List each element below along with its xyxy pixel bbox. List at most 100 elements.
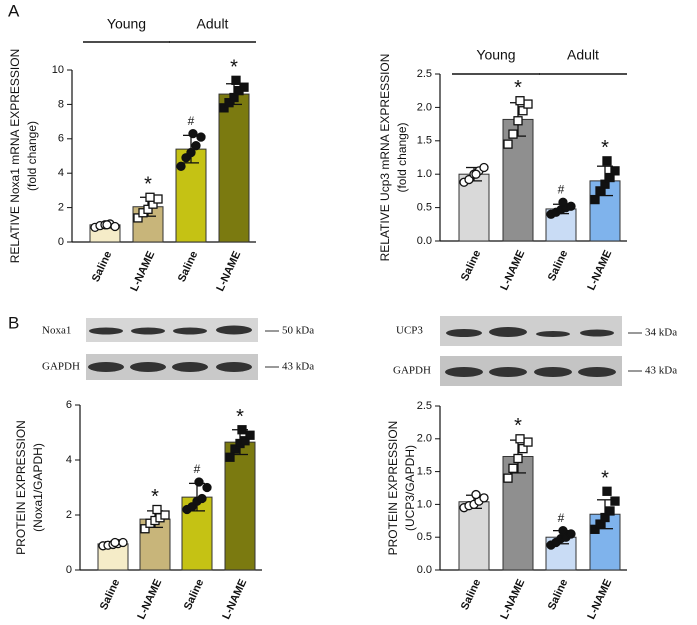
data-point bbox=[479, 493, 489, 503]
x-tick-label: L-NAME bbox=[214, 249, 243, 293]
data-point bbox=[515, 96, 525, 106]
y-tick-label: 1.0 bbox=[417, 168, 432, 180]
data-point bbox=[508, 129, 518, 139]
y-axis-label: RELATIVE Ucp3 mRNA EXPRESSION bbox=[378, 54, 392, 262]
data-point bbox=[225, 452, 235, 462]
y-tick-label: 2.0 bbox=[417, 101, 432, 113]
y-tick-label: 0.0 bbox=[417, 564, 432, 576]
data-point bbox=[118, 537, 128, 548]
y-tick-label: 1.0 bbox=[417, 498, 432, 510]
bar bbox=[458, 501, 490, 571]
significance-label: * bbox=[601, 468, 609, 490]
data-point bbox=[231, 75, 241, 85]
data-point bbox=[110, 537, 120, 548]
data-point bbox=[194, 477, 204, 487]
data-point bbox=[605, 506, 615, 516]
y-tick-label: 2.5 bbox=[417, 400, 432, 412]
data-point bbox=[152, 504, 162, 515]
data-point bbox=[186, 147, 196, 158]
data-point bbox=[479, 162, 489, 173]
data-point bbox=[558, 525, 568, 536]
data-point bbox=[513, 453, 523, 464]
data-point bbox=[600, 512, 610, 523]
y-tick-label: 0.0 bbox=[417, 235, 432, 247]
significance-label: # bbox=[558, 511, 565, 525]
x-tick-label: L-NAME bbox=[498, 248, 527, 292]
significance-label: * bbox=[236, 406, 244, 428]
data-point bbox=[102, 220, 112, 230]
y-axis-label: PROTEIN EXPRESSION bbox=[14, 420, 28, 555]
significance-label: # bbox=[188, 114, 195, 128]
data-point bbox=[239, 82, 249, 92]
data-point bbox=[202, 482, 212, 493]
y-tick-label: 0.5 bbox=[417, 202, 432, 214]
x-tick-label: L-NAME bbox=[128, 249, 157, 293]
blot-size: 43 kDa bbox=[282, 361, 314, 373]
data-point bbox=[160, 510, 170, 520]
data-point bbox=[196, 132, 206, 142]
blot-size: 50 kDa bbox=[282, 325, 314, 337]
y-tick-label: 2 bbox=[66, 509, 72, 521]
y-axis-label: (fold change) bbox=[25, 121, 39, 191]
significance-label: * bbox=[230, 57, 238, 79]
significance-label: # bbox=[558, 182, 565, 196]
y-tick-label: 6 bbox=[66, 399, 72, 411]
y-tick-label: 2.5 bbox=[417, 68, 432, 80]
data-point bbox=[153, 194, 163, 204]
x-tick-label: Saline bbox=[459, 248, 484, 282]
significance-label: * bbox=[514, 77, 522, 99]
blot-label: GAPDH bbox=[42, 361, 80, 373]
x-tick-label: Saline bbox=[90, 249, 115, 283]
group-label: Young bbox=[476, 47, 515, 63]
y-tick-label: 8 bbox=[58, 98, 64, 110]
data-point bbox=[140, 524, 150, 534]
data-point bbox=[590, 524, 600, 534]
x-tick-label: L-NAME bbox=[135, 577, 164, 621]
data-point bbox=[590, 194, 600, 205]
group-label: Adult bbox=[197, 16, 229, 32]
x-tick-label: L-NAME bbox=[498, 577, 527, 621]
data-point bbox=[229, 92, 239, 103]
data-point bbox=[471, 169, 481, 179]
data-point bbox=[237, 425, 247, 435]
y-tick-label: 2.0 bbox=[417, 433, 432, 445]
significance-label: * bbox=[151, 486, 159, 508]
y-axis-label: RELATIVE Noxa1 mRNA EXPRESSION bbox=[8, 49, 22, 264]
data-point bbox=[518, 443, 528, 454]
data-point bbox=[508, 463, 518, 473]
data-point bbox=[143, 204, 153, 214]
blot-label: Noxa1 bbox=[42, 325, 71, 337]
blot-label: GAPDH bbox=[393, 365, 431, 377]
x-tick-label: Saline bbox=[98, 577, 123, 611]
data-point bbox=[602, 156, 612, 166]
data-point bbox=[240, 436, 250, 446]
y-tick-label: 0 bbox=[66, 564, 72, 576]
blot-size: 43 kDa bbox=[645, 365, 677, 377]
y-tick-label: 4 bbox=[66, 454, 72, 466]
data-point bbox=[600, 179, 610, 189]
blot-label: UCP3 bbox=[396, 325, 423, 337]
group-label: Young bbox=[107, 16, 146, 32]
x-tick-label: Saline bbox=[459, 577, 484, 611]
y-tick-label: 1.5 bbox=[417, 135, 432, 147]
x-tick-label: Saline bbox=[546, 248, 571, 282]
data-point bbox=[191, 141, 201, 151]
panel-label: A bbox=[8, 1, 20, 20]
significance-label: * bbox=[144, 174, 152, 196]
y-tick-label: 6 bbox=[58, 133, 64, 145]
data-point bbox=[595, 519, 605, 529]
significance-label: * bbox=[601, 137, 609, 159]
panel-label: B bbox=[8, 313, 19, 332]
y-tick-label: 1.5 bbox=[417, 466, 432, 478]
y-axis-label: (Noxa1/GAPDH) bbox=[31, 443, 45, 532]
x-tick-label: Saline bbox=[176, 249, 201, 283]
blot-image bbox=[86, 316, 642, 386]
data-point bbox=[503, 473, 513, 483]
bar bbox=[218, 93, 250, 243]
data-point bbox=[145, 192, 155, 202]
data-point bbox=[513, 116, 523, 126]
x-tick-label: L-NAME bbox=[220, 577, 249, 621]
data-point bbox=[197, 493, 207, 504]
data-point bbox=[605, 172, 615, 183]
y-tick-label: 4 bbox=[58, 167, 64, 179]
